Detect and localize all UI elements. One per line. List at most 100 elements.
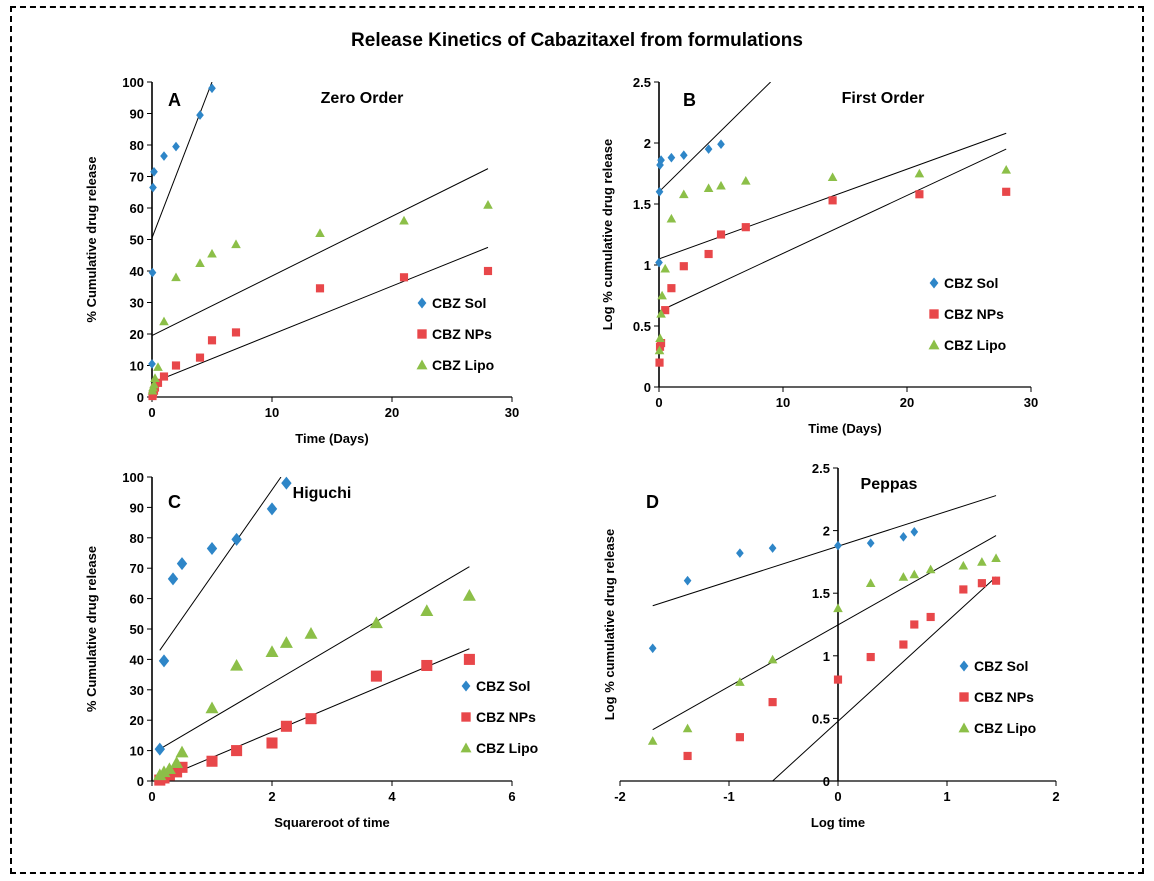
data-point	[899, 532, 908, 542]
data-point	[656, 339, 666, 348]
y-tick-label: 2.5	[633, 75, 651, 90]
legend-marker	[417, 297, 427, 309]
data-point	[741, 176, 751, 185]
x-tick-label: 30	[1024, 395, 1038, 410]
legend-label: CBZ Lipo	[476, 740, 538, 756]
data-point	[171, 272, 181, 282]
series-cbz-nps	[154, 653, 475, 786]
data-point	[926, 612, 935, 622]
legend-marker	[417, 329, 427, 339]
x-tick-label: 10	[776, 395, 790, 410]
data-point	[716, 230, 726, 239]
trendline	[659, 82, 771, 193]
legend-marker	[959, 660, 969, 672]
data-point	[370, 670, 382, 682]
series-cbz-sol	[154, 476, 292, 756]
data-point	[148, 359, 156, 369]
data-point	[768, 698, 777, 707]
data-point	[768, 543, 777, 553]
y-tick-label: 1	[644, 258, 651, 273]
x-tick-label: -2	[614, 789, 626, 804]
data-point	[735, 677, 745, 686]
data-point	[195, 353, 205, 362]
data-point	[399, 273, 409, 282]
data-point	[176, 557, 188, 571]
y-tick-label: 0.5	[812, 711, 830, 726]
data-point	[959, 585, 968, 594]
data-point	[305, 713, 317, 725]
trendlines	[152, 82, 489, 384]
data-point	[206, 755, 218, 767]
x-tick-label: 4	[388, 789, 396, 804]
data-point	[654, 345, 665, 355]
trendline	[159, 477, 282, 651]
data-point	[833, 603, 843, 613]
x-tick-label: 0	[834, 789, 841, 804]
data-point	[148, 267, 157, 278]
legend-label: CBZ NPs	[944, 306, 1004, 322]
legend-marker	[929, 309, 939, 319]
data-point	[683, 575, 692, 586]
data-point	[1002, 187, 1011, 196]
y-tick-label: 50	[130, 622, 144, 637]
data-point	[170, 756, 184, 768]
y-axis-label: Log % cumulative drug release	[600, 139, 615, 330]
data-point	[914, 168, 925, 178]
data-point	[205, 701, 219, 714]
data-point	[150, 166, 158, 177]
legend: CBZ Sol CBZ NPs CBZ Lipo	[928, 275, 1006, 353]
data-point	[910, 620, 919, 629]
y-axis-label: % Cumulative drug release	[84, 546, 99, 712]
data-point	[767, 654, 778, 664]
data-point	[167, 572, 179, 586]
legend-label: CBZ Sol	[944, 275, 998, 291]
data-point	[149, 379, 159, 389]
x-tick-label: 20	[385, 405, 399, 420]
data-point	[915, 190, 924, 199]
data-point	[150, 373, 160, 382]
y-axis-label: % Cumulative drug release	[84, 156, 99, 322]
x-tick-label: 0	[148, 789, 155, 804]
data-point	[230, 658, 244, 671]
panel-letter: C	[168, 492, 181, 512]
x-tick-label: 20	[900, 395, 914, 410]
x-axis-label: Log time	[811, 815, 865, 830]
y-tick-label: 0	[137, 390, 144, 405]
data-point	[655, 257, 663, 268]
y-tick-label: 0	[644, 380, 651, 395]
data-point	[421, 659, 433, 672]
data-point	[704, 144, 713, 154]
legend-label: CBZ Sol	[432, 295, 486, 311]
legend: CBZ Sol CBZ NPs CBZ Lipo	[958, 658, 1036, 736]
figure-title: Release Kinetics of Cabazitaxel from for…	[351, 30, 803, 51]
legend-marker	[928, 339, 940, 350]
trendlines	[652, 495, 997, 781]
data-point	[827, 172, 838, 181]
legend-marker	[958, 722, 970, 733]
legend-label: CBZ Sol	[476, 678, 530, 694]
x-tick-label: -1	[723, 789, 735, 804]
trendline	[152, 168, 489, 337]
y-tick-label: 1	[823, 649, 830, 664]
trendlines	[659, 82, 1007, 312]
data-point	[154, 742, 165, 756]
y-tick-label: 60	[130, 201, 144, 216]
data-point	[231, 328, 241, 337]
data-point	[656, 309, 666, 318]
data-point	[160, 151, 168, 161]
legend-label: CBZ NPs	[476, 709, 536, 725]
y-tick-label: 2	[644, 136, 651, 151]
trendline	[152, 246, 489, 384]
data-point	[172, 141, 180, 152]
data-point	[866, 538, 875, 548]
y-tick-label: 20	[130, 327, 144, 342]
data-point	[399, 215, 409, 225]
y-tick-label: 70	[130, 561, 144, 576]
data-point	[231, 239, 241, 249]
legend-marker	[929, 277, 939, 289]
legend-label: CBZ NPs	[974, 689, 1034, 705]
legend-label: CBZ NPs	[432, 326, 492, 342]
x-tick-label: 10	[265, 405, 279, 420]
y-tick-label: 100	[122, 470, 144, 485]
